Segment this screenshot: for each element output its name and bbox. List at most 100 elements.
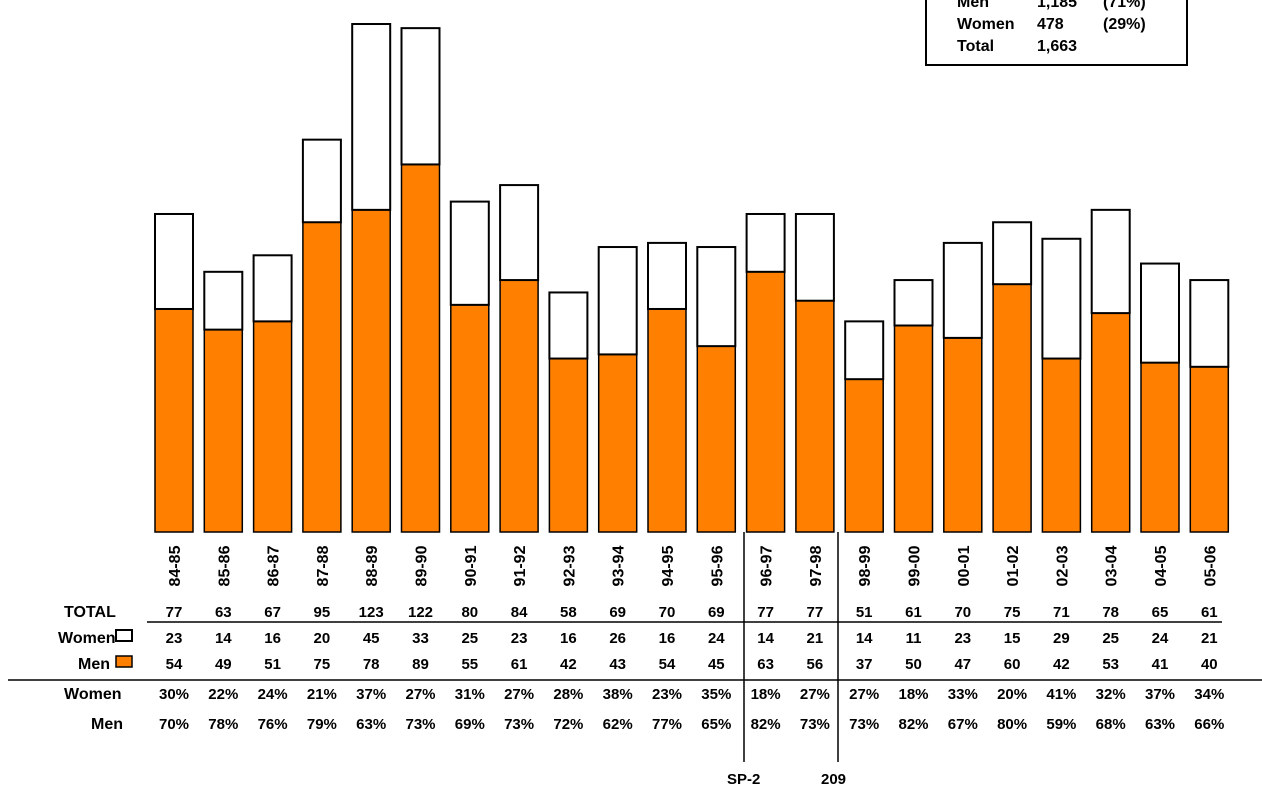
women-value-89-90: 33	[412, 630, 429, 647]
men-value-84-85: 54	[166, 656, 183, 673]
women-pct-05-06: 34%	[1194, 686, 1224, 703]
total-value-01-02: 75	[1004, 604, 1021, 621]
men-pct-00-01: 67%	[948, 716, 978, 733]
summary-row-total: Total 1,663	[957, 38, 1103, 56]
men-value-95-96: 45	[708, 656, 725, 673]
total-value-89-90: 122	[408, 604, 433, 621]
women-value-94-95: 16	[659, 630, 676, 647]
category-labels: 84-85 85-86 86-87 87-88 88-89 89-90 90-91 91-92…	[167, 545, 1219, 586]
bar-men-95-96	[696, 345, 737, 533]
bar-women-95-96	[696, 246, 737, 348]
bar-men-94-95	[647, 308, 687, 533]
bar-women-90-91	[449, 200, 490, 306]
men-pct-91-92: 73%	[504, 716, 534, 733]
men-value-89-90: 89	[412, 656, 429, 673]
row-label-women-pct: Women	[64, 686, 121, 703]
women-value-00-01: 23	[954, 630, 971, 647]
men-pct-87-88: 79%	[307, 716, 337, 733]
women-value-90-91: 25	[461, 630, 478, 647]
men-pct-84-85: 70%	[159, 716, 189, 733]
men-pct-95-96: 65%	[701, 716, 731, 733]
men-value-04-05: 41	[1152, 656, 1169, 673]
men-value-91-92: 61	[511, 656, 528, 673]
category-label-91-92: 91-92	[512, 545, 529, 586]
women-pct-87-88: 21%	[307, 686, 337, 703]
men-value-88-89: 78	[363, 656, 380, 673]
total-value-90-91: 80	[461, 604, 478, 621]
men-value-02-03: 42	[1053, 656, 1070, 673]
women-value-86-87: 16	[264, 630, 281, 647]
women-value-98-99: 14	[856, 630, 873, 647]
bar-women-84-85	[154, 212, 194, 310]
bar-men-01-02	[992, 283, 1032, 533]
total-value-05-06: 61	[1201, 604, 1218, 621]
category-label-94-95: 94-95	[660, 545, 677, 586]
women-swatch	[115, 629, 133, 642]
category-label-98-99: 98-99	[857, 545, 874, 586]
women-pct-86-87: 24%	[258, 686, 288, 703]
men-value-85-86: 49	[215, 656, 232, 673]
bar-men-90-91	[450, 304, 490, 533]
total-value-91-92: 84	[511, 604, 528, 621]
bar-women-96-97	[745, 212, 786, 273]
bar-men-88-89	[351, 209, 391, 533]
total-value-04-05: 65	[1152, 604, 1169, 621]
men-value-94-95: 54	[659, 656, 676, 673]
category-label-93-94: 93-94	[611, 545, 628, 586]
summary-total-value: 1,663	[1037, 38, 1078, 55]
bar-women-05-06	[1189, 279, 1230, 368]
total-value-88-89: 123	[359, 604, 384, 621]
bar-women-92-93	[548, 291, 589, 360]
bar-women-93-94	[597, 246, 638, 356]
women-pct-84-85: 30%	[159, 686, 189, 703]
summary-women-label: Women	[957, 16, 1015, 33]
total-value-92-93: 58	[560, 604, 577, 621]
women-value-99-00: 11	[906, 630, 922, 647]
bar-men-99-00	[893, 324, 934, 533]
row-label-women: Women	[58, 630, 115, 647]
women-pct-89-90: 27%	[405, 686, 435, 703]
women-pct-97-98: 27%	[800, 686, 830, 703]
category-label-02-03: 02-03	[1054, 545, 1071, 586]
men-pct-94-95: 77%	[652, 716, 682, 733]
women-value-91-92: 23	[511, 630, 528, 647]
men-value-00-01: 47	[954, 656, 971, 673]
women-value-97-98: 21	[807, 630, 824, 647]
bar-men-98-99	[844, 378, 884, 533]
bar-men-89-90	[400, 163, 441, 533]
total-value-85-86: 63	[215, 604, 232, 621]
bar-women-85-86	[203, 270, 244, 331]
women-pct-01-02: 20%	[997, 686, 1027, 703]
men-pct-88-89: 63%	[356, 716, 386, 733]
women-value-88-89: 45	[363, 630, 380, 647]
category-label-89-90: 89-90	[414, 545, 431, 586]
total-value-02-03: 71	[1053, 604, 1070, 621]
bar-men-03-04	[1090, 312, 1131, 533]
men-value-97-98: 56	[807, 656, 824, 673]
summary-row-women: Women 478 (29%)	[957, 16, 1146, 34]
men-pct-02-03: 59%	[1046, 716, 1076, 733]
women-value-96-97: 14	[757, 630, 774, 647]
category-label-84-85: 84-85	[167, 545, 184, 586]
summary-total-label: Total	[957, 38, 995, 55]
bar-men-84-85	[154, 308, 194, 533]
men-pct-96-97: 82%	[751, 716, 781, 733]
bar-men-05-06	[1189, 366, 1230, 533]
data-table: TOTAL Women Men Women Men SP-2 209 77 23 5…	[8, 532, 1262, 788]
bar-men-93-94	[597, 353, 638, 533]
total-value-93-94: 69	[609, 604, 626, 621]
bar-men-87-88	[302, 221, 342, 533]
men-pct-99-00: 82%	[898, 716, 928, 733]
bar-men-92-93	[548, 357, 589, 533]
men-value-86-87: 51	[264, 656, 281, 673]
total-value-86-87: 67	[264, 604, 281, 621]
total-value-99-00: 61	[905, 604, 922, 621]
bar-men-02-03	[1041, 357, 1082, 533]
men-pct-97-98: 73%	[800, 716, 830, 733]
bars-group	[154, 23, 1230, 533]
men-pct-85-86: 78%	[208, 716, 238, 733]
bar-women-02-03	[1041, 237, 1082, 360]
total-value-00-01: 70	[954, 604, 971, 621]
men-pct-93-94: 62%	[603, 716, 633, 733]
women-pct-91-92: 27%	[504, 686, 534, 703]
